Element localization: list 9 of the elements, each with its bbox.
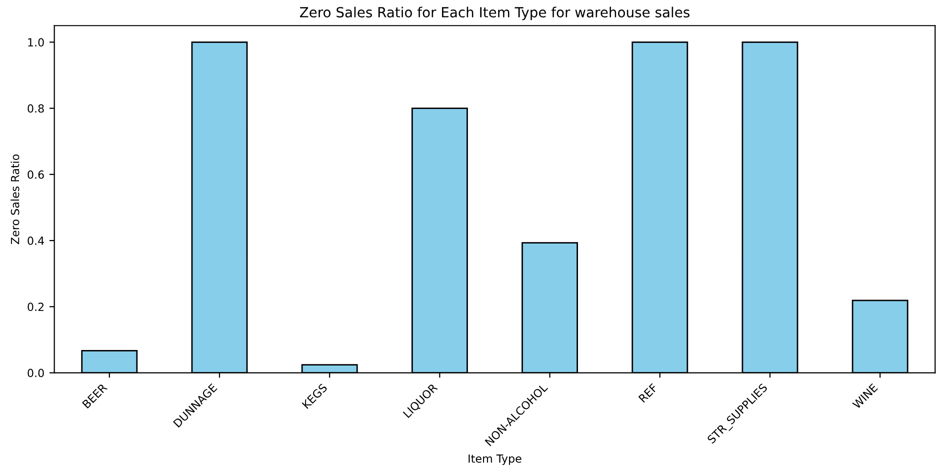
y-tick-label: 1.0 (28, 38, 44, 47)
x-axis-title: Item Type (468, 454, 522, 465)
y-tick-label: 0.2 (28, 302, 44, 312)
y-tick-label: 0.6 (28, 170, 44, 179)
y-tick-label: 0.0 (28, 368, 44, 378)
y-axis-title: Zero Sales Ratio (10, 154, 20, 244)
y-tick-label: 0.8 (28, 104, 44, 113)
chart-title: Zero Sales Ratio for Each Item Type for warehouse sales (300, 6, 690, 20)
y-tick-label: 0.4 (28, 236, 44, 245)
